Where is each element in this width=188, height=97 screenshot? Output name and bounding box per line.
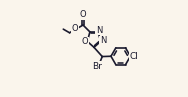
Text: O: O: [82, 37, 89, 46]
Text: O: O: [71, 24, 78, 33]
Text: N: N: [96, 26, 102, 35]
Text: N: N: [100, 36, 106, 45]
Text: Cl: Cl: [129, 52, 138, 61]
Text: Br: Br: [92, 62, 102, 71]
Text: O: O: [80, 10, 86, 19]
